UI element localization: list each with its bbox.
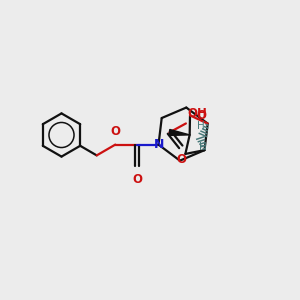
Text: H: H — [199, 142, 207, 152]
Text: H: H — [197, 121, 205, 131]
Text: N: N — [154, 138, 164, 151]
Text: O: O — [176, 153, 186, 166]
Polygon shape — [169, 130, 190, 135]
Text: O: O — [196, 109, 207, 122]
Text: O: O — [110, 125, 120, 138]
Text: O: O — [132, 173, 142, 186]
Text: OH: OH — [188, 107, 207, 120]
